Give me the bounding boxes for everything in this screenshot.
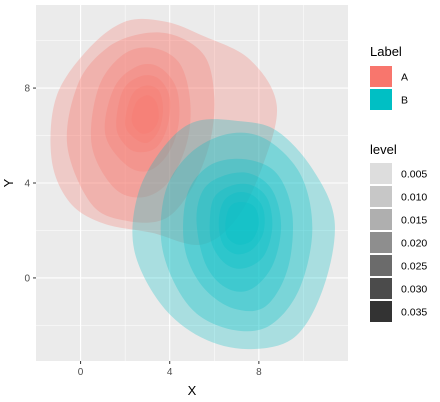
legend-label-A: A <box>401 72 408 84</box>
y-tick-label: 8 <box>24 84 30 95</box>
density-layers <box>50 18 335 350</box>
legend-label-level-0.010: 0.010 <box>401 192 427 204</box>
legend-key-level-0.025 <box>370 255 392 276</box>
x-tick-label: 0 <box>78 367 84 378</box>
density-band-A-0.01 <box>66 32 215 223</box>
density-band-B-0.02 <box>196 172 282 292</box>
legend-label-level-0.005: 0.005 <box>401 169 427 181</box>
density-band-B-0.035 <box>225 202 259 245</box>
legend-key-level-0.010 <box>370 186 392 207</box>
grid-major <box>36 5 348 361</box>
legend-key-level-0.035 <box>370 301 392 322</box>
density-group-B <box>132 119 335 350</box>
legend-label-level-0.030: 0.030 <box>401 284 427 296</box>
legend-key-level-0.030 <box>370 278 392 299</box>
legend-label: Label AB <box>370 44 408 110</box>
density-band-B-0.03 <box>218 191 265 255</box>
legend-key-level-0.020 <box>370 232 392 253</box>
legend-label-level-0.015: 0.015 <box>401 215 427 227</box>
legend-level-title: level <box>370 142 397 157</box>
y-tick-label: 0 <box>24 273 30 284</box>
density-band-B-0.01 <box>160 132 313 332</box>
legend-key-level-0.015 <box>370 209 392 230</box>
x-axis-title: X <box>188 383 197 398</box>
legend-label-title: Label <box>370 44 402 59</box>
density-band-A-0.035 <box>131 95 159 134</box>
legend-key-A <box>370 66 392 87</box>
legend-label-level-0.020: 0.020 <box>401 238 427 250</box>
density-band-A-0.005 <box>50 18 278 246</box>
x-tick-label: 8 <box>256 367 262 378</box>
x-tick-label: 4 <box>167 367 173 378</box>
y-axis-title: Y <box>1 178 16 187</box>
legend-level: level 0.005 0.010 0.015 0.020 0.025 0.030 0.03… <box>370 142 427 322</box>
x-axis: 0 4 8 <box>78 361 262 378</box>
density-band-B-0.005 <box>132 119 335 350</box>
density-band-B-0.015 <box>183 158 293 312</box>
legend-label-B: B <box>401 95 408 107</box>
legend-key-level-0.005 <box>370 163 392 184</box>
density-band-A-0.025 <box>116 75 171 153</box>
density-band-A-0.015 <box>90 47 191 198</box>
legend-label-level-0.025: 0.025 <box>401 261 427 273</box>
legend-key-B <box>370 89 392 110</box>
density-group-A <box>50 18 278 246</box>
density-band-A-0.02 <box>104 64 180 172</box>
y-tick-label: 4 <box>24 179 30 190</box>
legend-label-level-0.035: 0.035 <box>401 307 427 319</box>
density-band-B-0.025 <box>209 183 273 269</box>
density-band-A-0.03 <box>125 85 163 143</box>
y-axis: 0 4 8 <box>24 84 36 284</box>
